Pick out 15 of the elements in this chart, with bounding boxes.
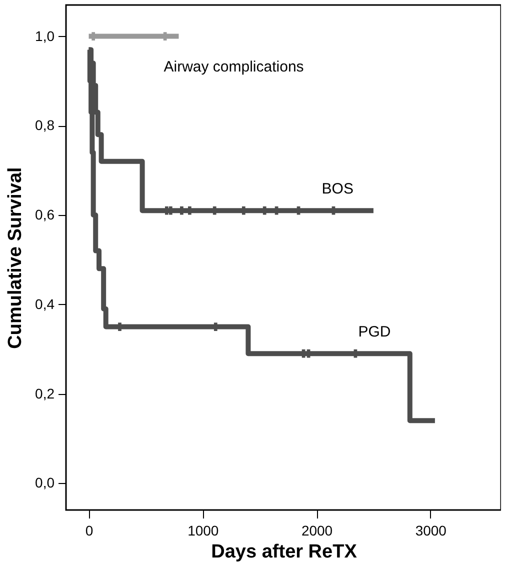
y-tick-label: 1,0: [35, 28, 55, 44]
x-tick-label: 3000: [415, 522, 447, 538]
y-tick-label: 0,6: [35, 206, 55, 223]
x-axis-title: Days after ReTX: [211, 542, 358, 562]
series-label: BOS: [322, 180, 354, 198]
y-tick-label: 0,8: [35, 117, 55, 134]
x-tick-label: 2000: [301, 522, 333, 538]
y-tick-label: 0,4: [35, 296, 55, 312]
y-tick-label: 0,2: [35, 385, 55, 402]
x-tick-label: 1000: [188, 522, 219, 538]
x-tick-label: 0: [85, 522, 94, 538]
series-label: PGD: [358, 324, 391, 341]
y-tick-label: 0,0: [35, 474, 55, 491]
y-axis-title: Cumulative Survival: [5, 167, 26, 349]
series-label: Airway complications: [164, 58, 304, 76]
